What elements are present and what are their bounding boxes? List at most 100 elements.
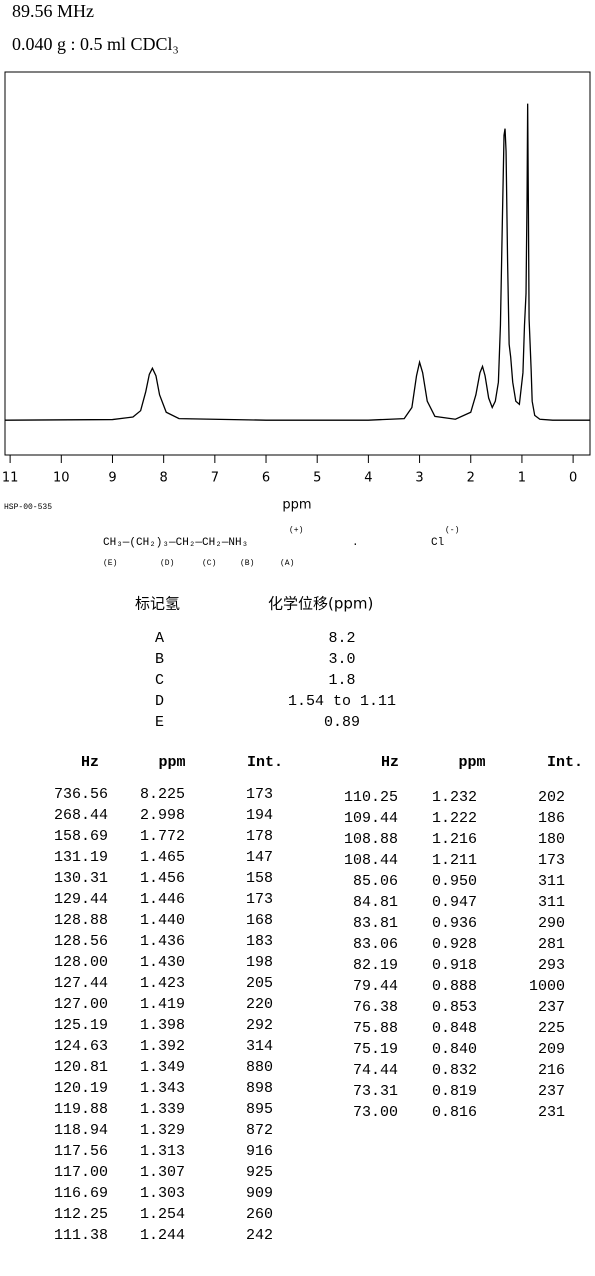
peak-cell: 110.25 <box>344 789 398 806</box>
peak-cell: 125.19 <box>54 1017 108 1034</box>
peak-cell: 128.56 <box>54 933 108 950</box>
peak-cell: 0.832 <box>432 1062 477 1079</box>
peak-cell: 168 <box>246 912 273 929</box>
separator: . <box>352 537 359 549</box>
peak-cell: 118.94 <box>54 1122 108 1139</box>
x-tick-label: 0 <box>569 471 577 486</box>
peak-header: Int. <box>547 754 583 771</box>
peak-cell: 85.06 <box>353 873 398 890</box>
peak-cell: 108.44 <box>344 852 398 869</box>
plot-frame <box>4 71 591 456</box>
position-label: (B) <box>240 559 254 568</box>
peak-cell: 119.88 <box>54 1101 108 1118</box>
x-axis-label: ppm <box>282 498 311 513</box>
peak-cell: 292 <box>246 1017 273 1034</box>
assignment-shift: 0.89 <box>324 714 360 731</box>
peak-cell: 242 <box>246 1227 273 1244</box>
peak-cell: 180 <box>538 831 565 848</box>
peak-cell: 74.44 <box>353 1062 398 1079</box>
peak-cell: 1.339 <box>140 1101 185 1118</box>
peak-cell: 120.81 <box>54 1059 108 1076</box>
peak-cell: 1.313 <box>140 1143 185 1160</box>
peak-cell: 0.947 <box>432 894 477 911</box>
peak-cell: 1.303 <box>140 1185 185 1202</box>
peak-cell: 1.244 <box>140 1227 185 1244</box>
peak-cell: 909 <box>246 1185 273 1202</box>
peak-cell: 130.31 <box>54 870 108 887</box>
peak-cell: 0.928 <box>432 936 477 953</box>
peak-cell: 173 <box>538 852 565 869</box>
peak-cell: 290 <box>538 915 565 932</box>
peak-cell: 1.423 <box>140 975 185 992</box>
assignment-shift: 8.2 <box>328 630 355 647</box>
peak-cell: 2.998 <box>140 807 185 824</box>
x-tick-label: 5 <box>313 471 321 486</box>
peak-cell: 108.88 <box>344 831 398 848</box>
peak-cell: 0.918 <box>432 957 477 974</box>
assignment-label: B <box>155 651 164 668</box>
assignment-shift: 3.0 <box>328 651 355 668</box>
peak-header: Hz <box>381 754 399 771</box>
peak-cell: 293 <box>538 957 565 974</box>
peak-cell: 237 <box>538 999 565 1016</box>
peak-cell: 1.329 <box>140 1122 185 1139</box>
peak-cell: 925 <box>246 1164 273 1181</box>
peak-cell: 186 <box>538 810 565 827</box>
peak-cell: 73.31 <box>353 1083 398 1100</box>
x-tick-label: 7 <box>211 471 219 486</box>
peak-cell: 0.936 <box>432 915 477 932</box>
peak-cell: 82.19 <box>353 957 398 974</box>
peak-cell: 158 <box>246 870 273 887</box>
peak-cell: 1.398 <box>140 1017 185 1034</box>
peak-cell: 916 <box>246 1143 273 1160</box>
peak-cell: 281 <box>538 936 565 953</box>
peak-cell: 112.25 <box>54 1206 108 1223</box>
peak-cell: 1.456 <box>140 870 185 887</box>
peak-cell: 1.222 <box>432 810 477 827</box>
peak-cell: 237 <box>538 1083 565 1100</box>
peak-cell: 194 <box>246 807 273 824</box>
peak-cell: 231 <box>538 1104 565 1121</box>
x-tick-label: 1 <box>518 471 526 486</box>
x-tick-label: 8 <box>160 471 168 486</box>
peak-cell: 1000 <box>529 978 565 995</box>
x-tick-label: 9 <box>108 471 116 486</box>
peak-cell: 260 <box>246 1206 273 1223</box>
peak-cell: 75.88 <box>353 1020 398 1037</box>
peak-cell: 872 <box>246 1122 273 1139</box>
peak-cell: 0.853 <box>432 999 477 1016</box>
x-tick-label: 11 <box>2 471 19 486</box>
peak-cell: 178 <box>246 828 273 845</box>
peak-cell: 129.44 <box>54 891 108 908</box>
peak-cell: 1.465 <box>140 849 185 866</box>
anion: Cl <box>431 537 444 549</box>
assignment-header: 化学位移(ppm) <box>268 595 373 613</box>
frequency: 89.56 MHz <box>12 1 94 21</box>
peak-cell: 117.00 <box>54 1164 108 1181</box>
peak-cell: 73.00 <box>353 1104 398 1121</box>
peak-cell: 128.00 <box>54 954 108 971</box>
peak-cell: 1.436 <box>140 933 185 950</box>
peak-header: ppm <box>158 754 185 771</box>
peak-cell: 120.19 <box>54 1080 108 1097</box>
peak-cell: 183 <box>246 933 273 950</box>
position-label: (A) <box>280 559 294 568</box>
formula: CH₃—(CH₂)₃—CH₂—CH₂—NH₃ <box>103 537 248 549</box>
peak-cell: 1.419 <box>140 996 185 1013</box>
peak-cell: 0.848 <box>432 1020 477 1037</box>
peak-cell: 0.816 <box>432 1104 477 1121</box>
peak-cell: 1.307 <box>140 1164 185 1181</box>
assignment-label: A <box>155 630 164 647</box>
peak-cell: 75.19 <box>353 1041 398 1058</box>
assignment-label: C <box>155 672 164 689</box>
peak-cell: 109.44 <box>344 810 398 827</box>
peak-cell: 147 <box>246 849 273 866</box>
peak-cell: 225 <box>538 1020 565 1037</box>
peak-cell: 898 <box>246 1080 273 1097</box>
peak-cell: 1.430 <box>140 954 185 971</box>
peak-cell: 173 <box>246 891 273 908</box>
peak-cell: 83.81 <box>353 915 398 932</box>
x-tick-label: 6 <box>262 471 270 486</box>
peak-cell: 1.211 <box>432 852 477 869</box>
